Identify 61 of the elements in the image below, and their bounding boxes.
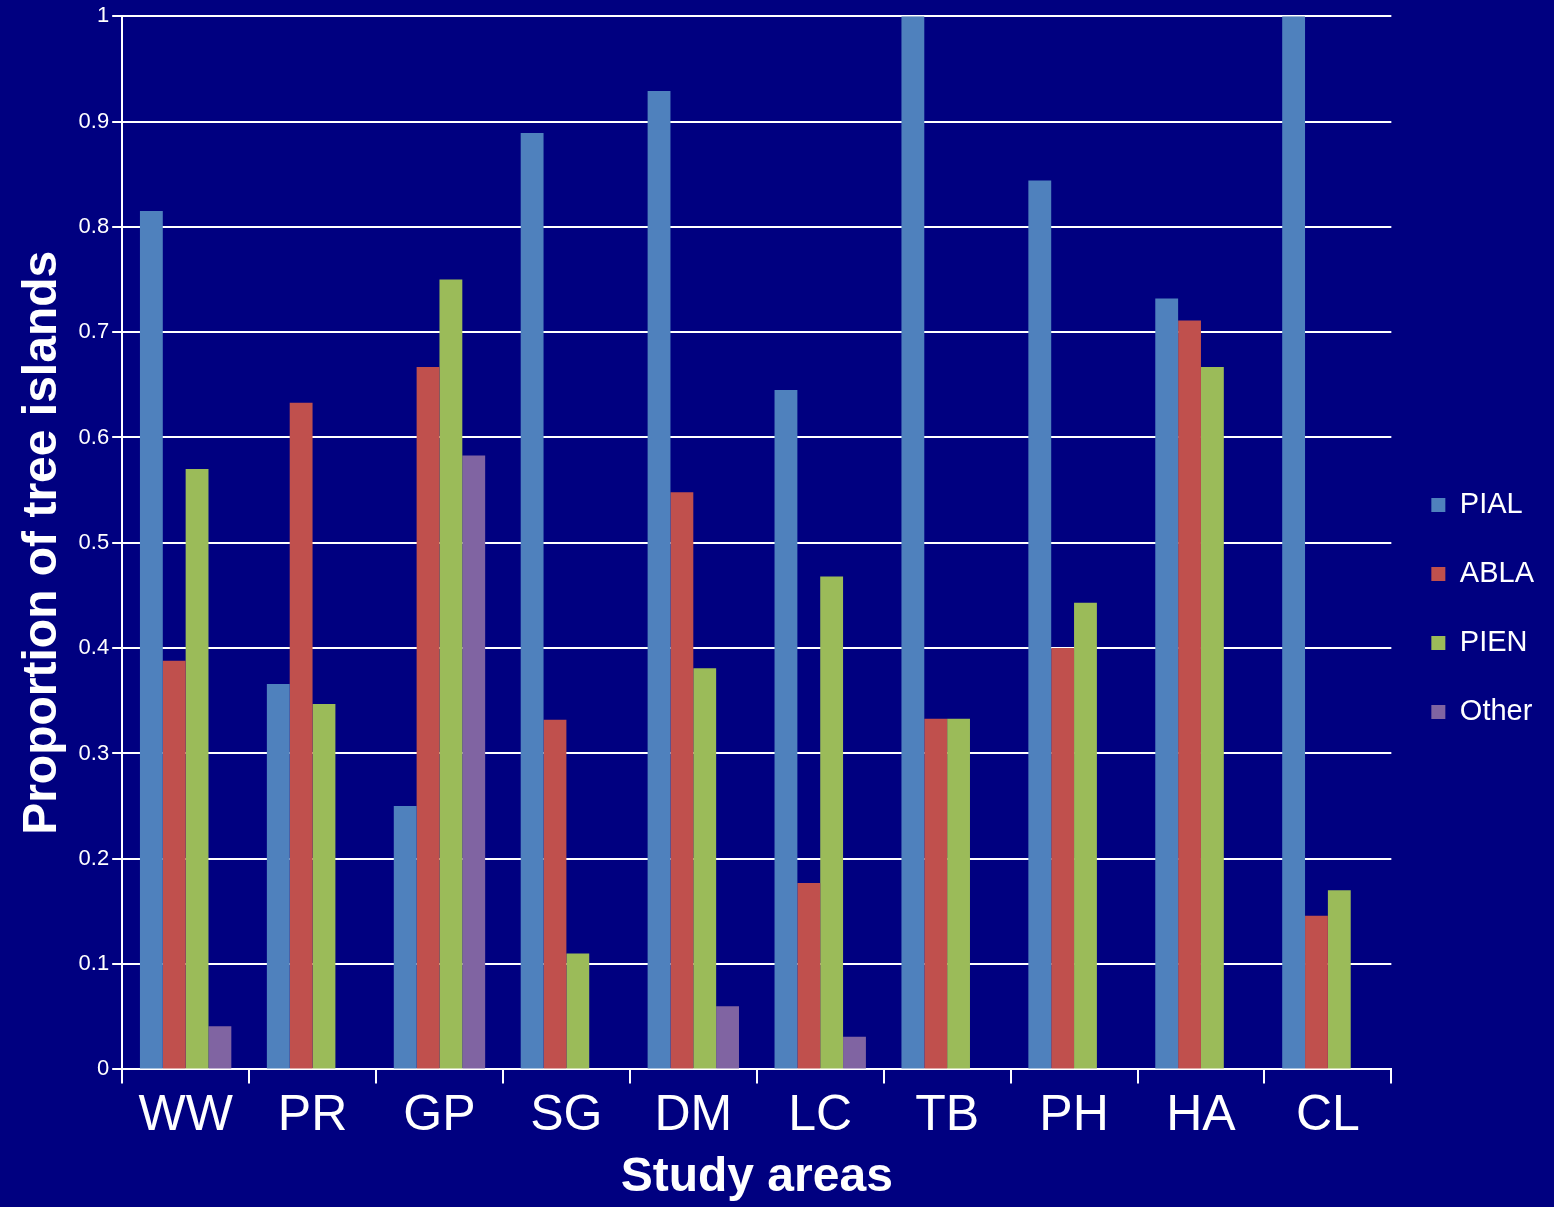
bar <box>289 402 313 1069</box>
x-tick-label: GP <box>403 1085 476 1142</box>
x-tick-label: HA <box>1166 1085 1237 1142</box>
bar <box>1051 648 1075 1069</box>
bar <box>1178 320 1201 1069</box>
x-axis-title: Study areas <box>620 1148 893 1202</box>
bar <box>462 455 486 1069</box>
bar <box>566 953 590 1069</box>
x-tick-label: CL <box>1295 1085 1360 1142</box>
legend-label: ABLA <box>1459 556 1535 588</box>
bar <box>924 718 948 1069</box>
bar <box>266 683 290 1069</box>
y-tick-label: 0.2 <box>78 844 110 870</box>
y-tick-label: 0.5 <box>78 528 110 554</box>
bar <box>947 718 970 1069</box>
bar <box>393 806 417 1069</box>
legend-label: PIEN <box>1459 625 1528 657</box>
bar <box>139 211 163 1069</box>
x-tick-label: LC <box>788 1085 853 1142</box>
y-axis-title: Proportion of tree islands <box>13 250 67 835</box>
y-tick-label: 0.7 <box>78 318 110 344</box>
y-tick-label: 0.9 <box>78 107 110 133</box>
bar <box>1305 915 1328 1069</box>
bar <box>1074 602 1097 1069</box>
bar <box>439 279 463 1069</box>
bar <box>820 576 844 1069</box>
x-tick-label: WW <box>138 1085 234 1142</box>
bar <box>1282 16 1306 1069</box>
bar <box>1028 180 1052 1069</box>
bar <box>774 390 798 1069</box>
x-tick-label: PH <box>1039 1085 1109 1142</box>
bar <box>647 90 671 1069</box>
bar <box>901 16 925 1069</box>
x-tick-label: DM <box>654 1085 733 1142</box>
bar <box>670 492 694 1069</box>
bar <box>162 660 186 1069</box>
bar <box>520 133 544 1069</box>
bar <box>693 668 717 1069</box>
y-tick-label: 1 <box>96 2 110 28</box>
bar <box>312 703 336 1069</box>
y-tick-label: 0.4 <box>78 634 110 660</box>
x-tick-label: PR <box>277 1085 348 1142</box>
bar <box>716 1006 739 1069</box>
bar <box>843 1036 866 1069</box>
bar <box>1155 298 1179 1069</box>
bar <box>416 366 440 1069</box>
y-tick-label: 0.6 <box>78 423 110 449</box>
legend-label: PIAL <box>1459 487 1523 519</box>
legend-label: Other <box>1459 694 1533 726</box>
y-tick-label: 0.8 <box>78 212 110 238</box>
bar <box>1200 366 1224 1069</box>
y-tick-label: 0.1 <box>78 950 110 976</box>
bar <box>185 469 209 1069</box>
x-tick-label: SG <box>530 1085 603 1142</box>
bar <box>208 1026 232 1069</box>
bar <box>1327 890 1351 1069</box>
y-tick-label: 0 <box>96 1055 110 1081</box>
bar <box>797 882 821 1069</box>
x-tick-label: TB <box>915 1085 980 1142</box>
y-tick-label: 0.3 <box>78 739 110 765</box>
bar <box>543 719 567 1069</box>
